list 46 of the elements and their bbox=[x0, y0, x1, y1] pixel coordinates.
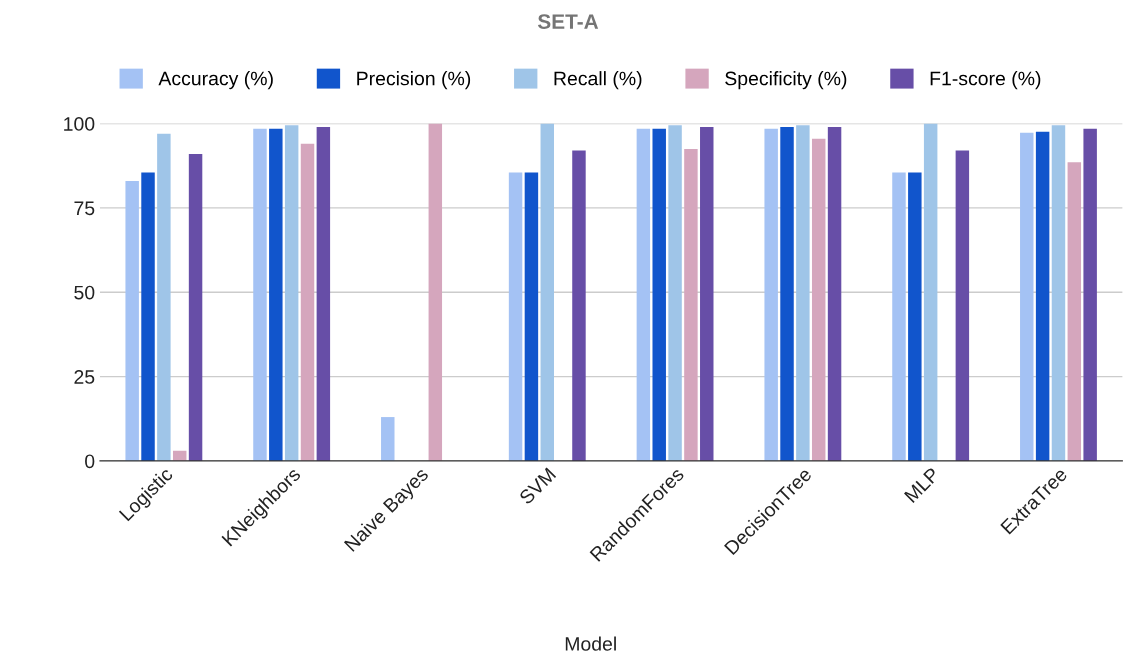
x-axis-title: Model bbox=[565, 636, 616, 651]
bar bbox=[780, 126, 794, 461]
legend-label: Precision (%) bbox=[357, 71, 471, 90]
legend-label: F1-score (%) bbox=[930, 71, 1041, 90]
legend-label: Accuracy (%) bbox=[158, 71, 273, 90]
bar bbox=[508, 172, 523, 461]
legend-label: Specificity (%) bbox=[725, 71, 847, 90]
bar bbox=[827, 126, 842, 461]
bar bbox=[1020, 132, 1034, 461]
bar bbox=[572, 150, 586, 461]
bar bbox=[668, 125, 682, 461]
bar bbox=[316, 126, 331, 461]
y-tick-label: 25 bbox=[74, 370, 95, 384]
bar bbox=[540, 123, 554, 461]
y-tick-label: 75 bbox=[74, 201, 95, 216]
chart-title: SET-A bbox=[537, 14, 599, 29]
bar bbox=[1083, 128, 1097, 461]
bar bbox=[141, 172, 155, 461]
bar bbox=[269, 128, 283, 461]
bar bbox=[764, 128, 778, 461]
legend-label: Recall (%) bbox=[554, 71, 642, 90]
bar bbox=[125, 180, 139, 461]
bar bbox=[892, 172, 906, 461]
bar bbox=[1035, 131, 1050, 461]
bar bbox=[700, 126, 714, 461]
bar bbox=[381, 417, 395, 461]
bar bbox=[796, 125, 810, 461]
bar bbox=[908, 172, 922, 461]
bar bbox=[253, 128, 267, 461]
bar bbox=[923, 123, 938, 461]
bar bbox=[955, 150, 970, 461]
y-tick-label: 0 bbox=[85, 454, 95, 469]
bar bbox=[1051, 125, 1066, 461]
bar bbox=[684, 148, 698, 461]
bar bbox=[428, 123, 443, 461]
y-tick-label: 50 bbox=[74, 285, 95, 300]
bar bbox=[636, 128, 651, 461]
bar bbox=[300, 143, 315, 461]
bar bbox=[157, 133, 171, 461]
y-tick-label: 100 bbox=[64, 117, 95, 131]
bar bbox=[652, 128, 666, 461]
bar bbox=[284, 125, 299, 461]
bar bbox=[524, 172, 539, 461]
bar bbox=[188, 153, 203, 461]
bar bbox=[1067, 162, 1082, 461]
bar bbox=[811, 138, 826, 461]
